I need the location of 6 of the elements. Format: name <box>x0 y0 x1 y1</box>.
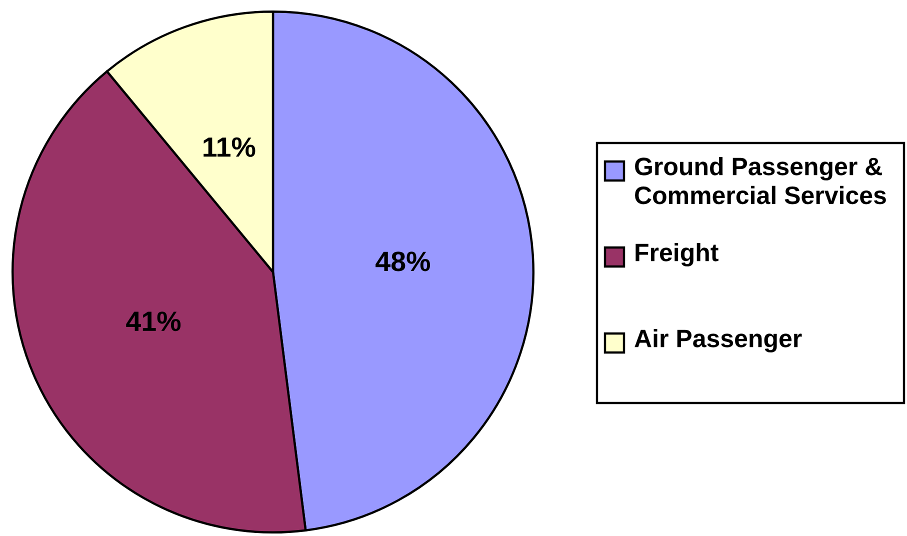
data-label: 11% <box>204 137 256 157</box>
legend-label: Ground Passenger & Commercial Services <box>635 157 886 204</box>
data-label: 48% <box>376 252 430 272</box>
data-label: 41% <box>126 312 181 332</box>
legend-label: Air Passenger <box>634 329 802 352</box>
legend-label: Freight <box>636 243 718 266</box>
